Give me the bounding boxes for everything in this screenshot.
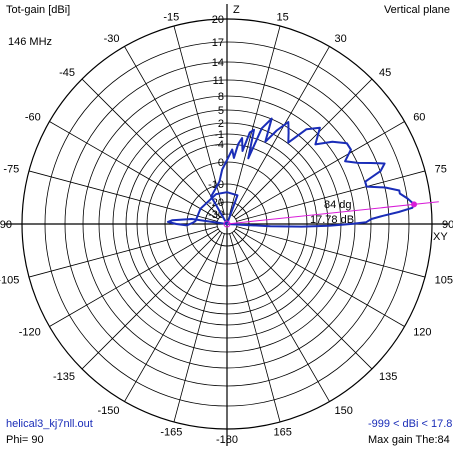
axis-label-xy: XY [433, 231, 448, 243]
radial-tick-label: 17 [212, 37, 224, 49]
grid-spoke [124, 46, 223, 216]
grid-spoke [173, 25, 225, 215]
grid-spoke [49, 228, 219, 327]
grid-spoke [81, 230, 221, 370]
max-gain-marker [411, 201, 418, 208]
grid-spoke [235, 121, 405, 220]
grid-spoke [236, 170, 426, 222]
polar-grid [4, 4, 449, 446]
phi-label: Phi= 90 [6, 434, 44, 446]
angle-tick-label: 30 [335, 33, 347, 45]
angle-tick-label: 60 [413, 112, 425, 124]
angle-tick-label: 165 [273, 427, 291, 439]
angle-tick-label: 15 [277, 11, 289, 23]
angle-tick-label: -15 [163, 11, 179, 23]
gain-range-label: -999 < dBi < 17.8 [368, 418, 453, 430]
file-name-label: helical3_kj7nll.out [6, 418, 93, 430]
radial-tick-label: 20 [212, 14, 224, 26]
angle-tick-label: -75 [3, 163, 19, 175]
angle-tick-label: 120 [413, 327, 431, 339]
grid-spoke [235, 228, 405, 327]
grid-spoke [236, 226, 426, 278]
angle-tick-label: -90 [0, 219, 12, 231]
max-gain-angle-label: 84 dg [324, 199, 352, 211]
grid-spoke [231, 232, 330, 402]
angle-tick-label: -45 [59, 67, 75, 79]
angle-tick-label: -105 [0, 275, 19, 287]
angle-tick-label: 90 [442, 219, 453, 231]
radial-tick-label: 5 [218, 105, 224, 117]
radial-tick-label: 14 [212, 57, 224, 69]
radial-tick-label: 11 [213, 75, 224, 87]
angle-tick-label: -120 [19, 327, 41, 339]
angle-tick-label: 105 [435, 275, 453, 287]
grid-spoke [173, 233, 225, 423]
frequency-label: 146 MHz [8, 36, 53, 48]
radial-tick-label: 2 [218, 118, 224, 130]
center-marker [223, 220, 231, 228]
angle-tick-label: 45 [379, 67, 391, 79]
grid-spoke [28, 170, 218, 222]
chart-title: Tot-gain [dBi] [6, 4, 71, 16]
angle-tick-label: -60 [25, 112, 41, 124]
axis-label-z: Z [233, 4, 240, 16]
angle-tick-label: 150 [335, 405, 353, 417]
radial-tick-label: 8 [218, 91, 224, 103]
grid-spoke [229, 233, 281, 423]
grid-spoke [28, 226, 218, 278]
angle-tick-label: 75 [435, 163, 447, 175]
grid-spoke [124, 232, 223, 402]
angle-tick-labels: -1515-3030-4545-6060-7575-9090-105105-12… [0, 11, 453, 446]
grid-spoke [231, 46, 330, 216]
plane-label: Vertical plane [383, 4, 450, 16]
max-gain-label: Max gain The:84 [368, 434, 450, 446]
grid-spoke [229, 25, 281, 215]
angle-tick-label: -30 [104, 33, 120, 45]
radial-tick-label: 0 [218, 157, 224, 169]
pattern-trace [166, 117, 415, 228]
grid-spoke [49, 121, 219, 220]
angle-tick-label: -165 [160, 427, 182, 439]
radiation-pattern [166, 117, 439, 228]
radial-tick-label: -1 [214, 129, 224, 141]
angle-tick-label: -180 [216, 434, 238, 446]
angle-tick-label: -135 [53, 371, 75, 383]
radial-tick-label: -4 [214, 139, 224, 151]
grid-spoke [81, 78, 221, 218]
grid-spoke [233, 78, 373, 218]
max-gain-direction-line [226, 201, 439, 225]
grid-spoke [233, 230, 373, 370]
angle-tick-label: 135 [379, 371, 397, 383]
max-gain-value-label: 17.78 dB [310, 214, 354, 226]
angle-tick-label: -150 [97, 405, 119, 417]
